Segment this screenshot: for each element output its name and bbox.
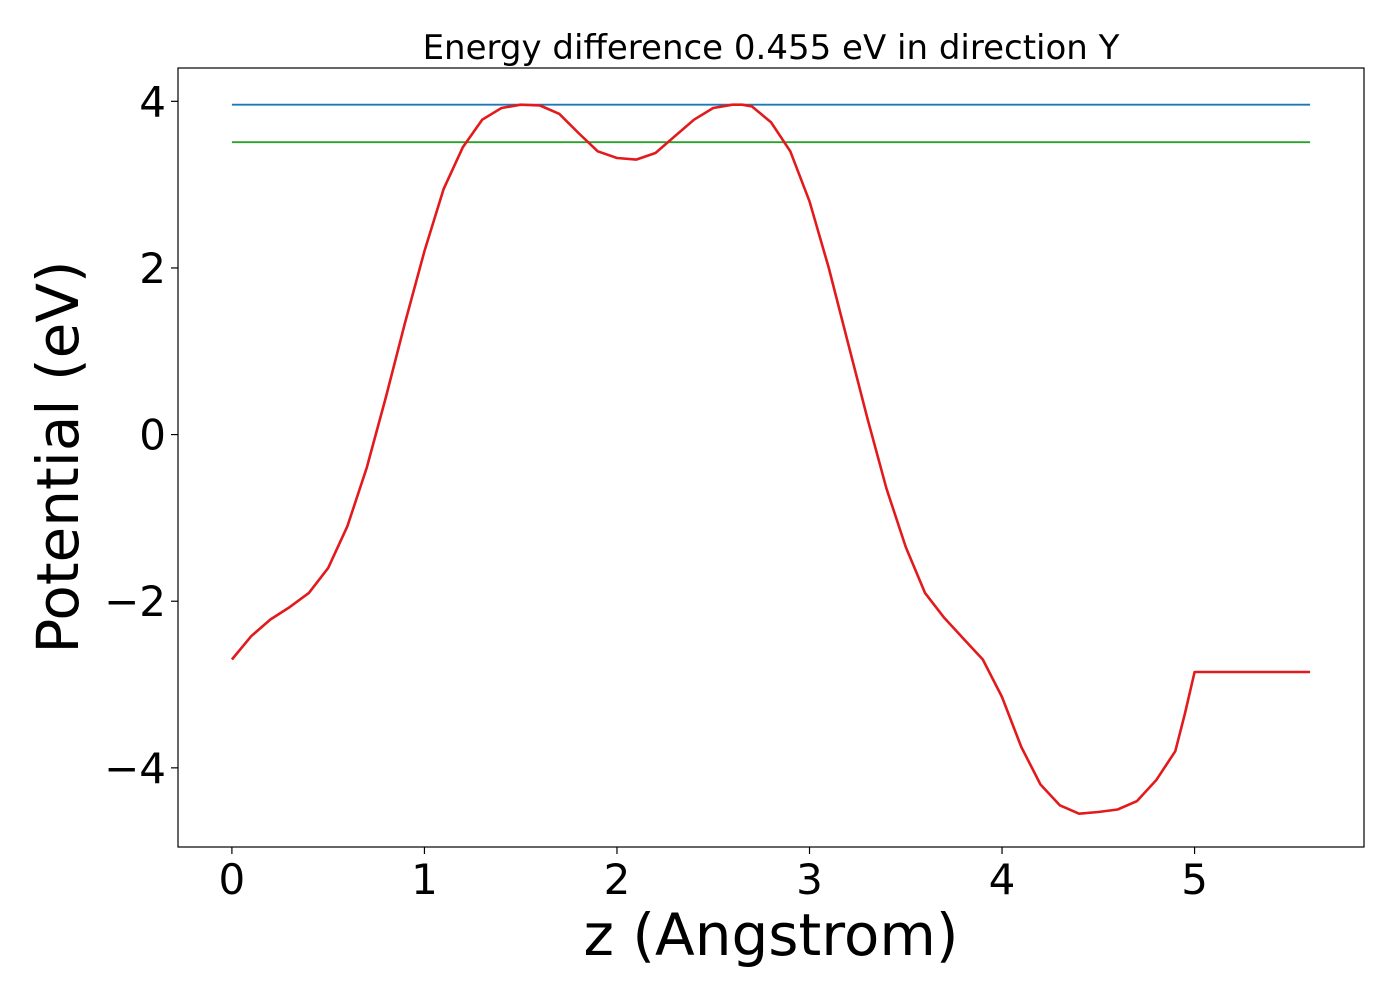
chart-title: Energy difference 0.455 eV in direction … [423,28,1120,68]
x-tick-label: 5 [1181,855,1208,904]
x-tick-label: 4 [989,855,1016,904]
y-axis-ticks: −4 −2 0 2 4 [104,77,178,793]
x-tick-label: 0 [219,855,246,904]
y-tick-label: 4 [139,77,166,126]
series-line-2 [230,103,1311,816]
y-tick-label: −4 [104,744,166,793]
series-layer [230,103,1311,816]
x-axis-label: z (Angstrom) [584,901,959,969]
x-tick-label: 1 [411,855,438,904]
x-tick-label: 3 [796,855,823,904]
y-tick-label: 2 [139,244,166,293]
x-tick-label: 2 [604,855,631,904]
x-axis-ticks: 0 1 2 3 4 5 [219,847,1208,904]
y-tick-label: 0 [139,411,166,460]
y-axis-label: Potential (eV) [24,260,92,653]
y-tick-label: −2 [104,577,166,626]
plot-area-frame [177,67,1365,848]
